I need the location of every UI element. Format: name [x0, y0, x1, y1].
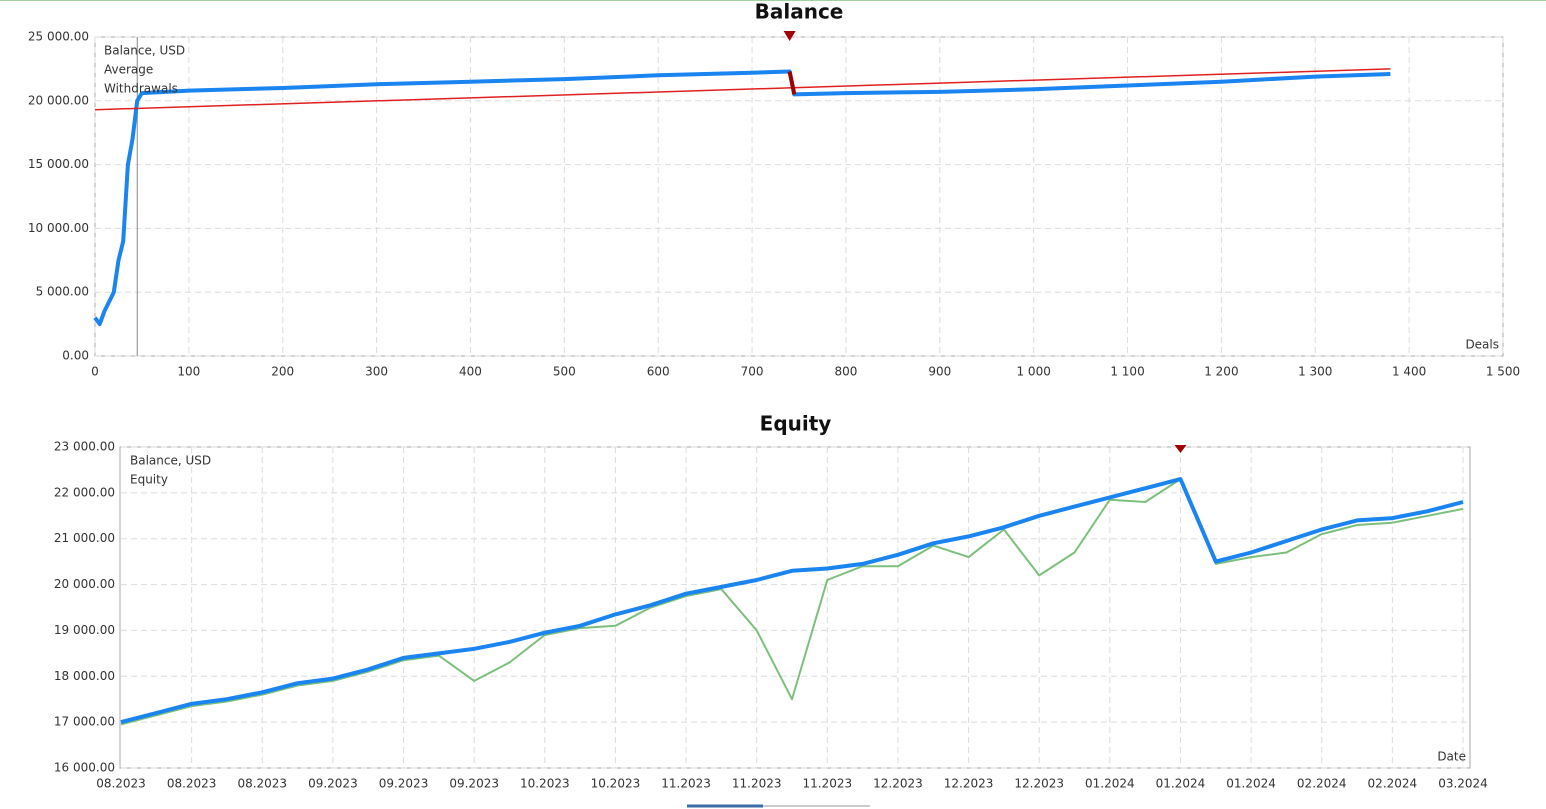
x-axis-label: Date [1437, 750, 1466, 764]
x-tick-label: 09.2023 [379, 777, 429, 791]
x-tick-label: 09.2023 [308, 777, 358, 791]
x-tick-label: 12.2023 [944, 777, 994, 791]
x-tick-label: 10.2023 [520, 777, 570, 791]
x-tick-label: 11.2023 [803, 777, 853, 791]
x-tick-label: 800 [834, 365, 857, 379]
x-tick-label: 11.2023 [732, 777, 782, 791]
x-tick-label: 10.2023 [591, 777, 641, 791]
plot-frame [119, 446, 1471, 769]
withdrawal-marker [783, 31, 796, 41]
y-tick-label: 22 000.00 [54, 485, 115, 499]
y-tick-label: 5 000.00 [36, 285, 89, 299]
x-axis-label: Deals [1465, 338, 1499, 352]
x-tick-label: 1 300 [1298, 365, 1332, 379]
x-tick-label: 1 400 [1392, 365, 1426, 379]
legend-entry: Average [104, 63, 153, 77]
y-tick-label: 10 000.00 [28, 221, 89, 235]
series-line [120, 478, 1464, 726]
x-tick-label: 500 [553, 365, 576, 379]
x-tick-label: 01.2024 [1156, 777, 1206, 791]
x-tick-label: 08.2023 [167, 777, 217, 791]
x-tick-label: 300 [365, 365, 388, 379]
x-tick-label: 100 [177, 365, 200, 379]
x-tick-label: 200 [271, 365, 294, 379]
x-tick-label: 08.2023 [237, 777, 287, 791]
x-tick-label: 02.2024 [1297, 777, 1347, 791]
legend-entry: Equity [130, 473, 168, 487]
x-tick-label: 01.2024 [1085, 777, 1135, 791]
chart-title: Equity [760, 412, 832, 436]
x-tick-label: 12.2023 [873, 777, 923, 791]
x-tick-label: 09.2023 [449, 777, 499, 791]
x-tick-label: 1 200 [1204, 365, 1238, 379]
y-tick-label: 17 000.00 [54, 715, 115, 729]
x-tick-label: 0 [91, 365, 99, 379]
x-tick-label: 11.2023 [661, 777, 711, 791]
series-line [93, 69, 1391, 327]
y-tick-label: 19 000.00 [54, 623, 115, 637]
y-tick-label: 0.00 [62, 349, 89, 363]
x-tick-label: 08.2023 [96, 777, 146, 791]
y-tick-label: 20 000.00 [28, 93, 89, 107]
y-tick-label: 20 000.00 [54, 577, 115, 591]
y-tick-label: 23 000.00 [54, 440, 115, 454]
x-tick-label: 1 500 [1486, 365, 1520, 379]
y-tick-label: 15 000.00 [28, 157, 89, 171]
series-line [120, 477, 1464, 725]
x-tick-label: 1 000 [1016, 365, 1050, 379]
x-tick-label: 02.2024 [1368, 777, 1418, 791]
series-line [787, 71, 797, 95]
x-tick-label: 03.2024 [1438, 777, 1488, 791]
chart-title: Balance [755, 0, 844, 24]
x-tick-label: 1 100 [1110, 365, 1144, 379]
x-tick-label: 400 [459, 365, 482, 379]
x-tick-label: 700 [741, 365, 764, 379]
x-tick-label: 900 [928, 365, 951, 379]
series-line [94, 68, 1391, 111]
y-tick-label: 21 000.00 [54, 531, 115, 545]
y-tick-label: 16 000.00 [54, 761, 115, 775]
y-tick-label: 18 000.00 [54, 669, 115, 683]
legend-entry: Withdrawals [104, 82, 178, 96]
plot-frame [94, 36, 1504, 357]
withdrawal-marker [1174, 445, 1187, 453]
legend-entry: Balance, USD [104, 44, 185, 58]
x-tick-label: 12.2023 [1014, 777, 1064, 791]
legend-entry: Balance, USD [130, 454, 211, 468]
x-tick-label: 600 [647, 365, 670, 379]
x-tick-label: 01.2024 [1226, 777, 1276, 791]
y-tick-label: 25 000.00 [28, 30, 89, 44]
